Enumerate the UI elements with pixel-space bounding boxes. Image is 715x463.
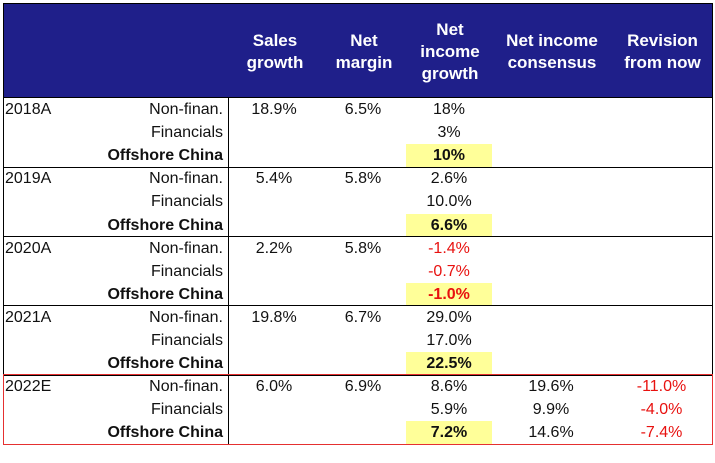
header-revision-from-now: Revision from now [624, 30, 701, 72]
net-income-growth-cell: -0.7% [428, 262, 470, 280]
group-divider [3, 166, 713, 168]
table-row: 2020A Non-finan. 2.2% 5.8% -1.4% [3, 237, 713, 260]
net-margin-cell: 6.9% [344, 378, 382, 396]
net-margin-cell: 6.7% [344, 308, 382, 326]
net-income-growth-cell: 29.0% [426, 308, 472, 326]
group-divider [3, 236, 713, 238]
segment-label: Financials [150, 262, 223, 280]
revision-cell: -4.0% [640, 401, 683, 419]
sales-growth-cell: 19.8% [251, 308, 297, 326]
sales-growth-cell: 6.0% [255, 378, 293, 396]
net-income-growth-cell: 22.5% [406, 352, 492, 376]
net-income-growth-cell: 2.6% [430, 170, 468, 188]
table-row: Financials 3% [3, 121, 713, 144]
net-income-growth-cell: 7.2% [406, 421, 492, 445]
net-margin-cell: 5.8% [344, 170, 382, 188]
net-income-growth-cell: 8.6% [430, 378, 468, 396]
net-income-growth-cell: 17.0% [426, 332, 472, 349]
table-row: 2019A Non-finan. 5.4% 5.8% 2.6% [3, 167, 713, 190]
year-label: 2022E [5, 378, 52, 396]
segment-label: Non-finan. [149, 170, 223, 188]
segment-label: Non-finan. [149, 101, 223, 118]
segment-label: Financials [150, 401, 223, 419]
segment-label: Financials [150, 124, 223, 142]
consensus-cell: 9.9% [532, 401, 570, 419]
year-label: 2018A [5, 101, 52, 118]
segment-label: Financials [150, 193, 223, 211]
segment-label: Offshore China [107, 285, 223, 303]
sales-growth-cell: 18.9% [251, 101, 297, 118]
consensus-cell: 19.6% [528, 378, 574, 396]
table-row: Offshore China -1.0% [3, 282, 713, 306]
segment-label: Offshore China [107, 424, 223, 442]
segment-label: Offshore China [107, 147, 223, 165]
net-income-growth-cell: 3% [437, 124, 461, 142]
net-income-growth-cell: -1.4% [428, 239, 470, 257]
net-margin-cell: 5.8% [344, 239, 382, 257]
grid-vline [228, 98, 229, 445]
header-sales-growth: Sales growth [246, 30, 304, 72]
year-label: 2020A [5, 239, 52, 257]
year-label: 2019A [5, 170, 52, 188]
segment-label: Non-finan. [149, 308, 223, 326]
segment-label: Offshore China [107, 216, 223, 234]
header-net-margin: Net margin [335, 30, 393, 72]
table-row: Financials 17.0% [3, 329, 713, 352]
table-row: 2018A Non-finan. 18.9% 6.5% 18% [3, 98, 713, 121]
grid-vline [3, 98, 4, 445]
table-row: Financials -0.7% [3, 260, 713, 283]
table-row: 2021A Non-finan. 19.8% 6.7% 29.0% [3, 306, 713, 329]
earnings-table: Sales growth Net margin Net income growt… [3, 3, 713, 461]
net-margin-cell: 6.5% [344, 101, 382, 118]
table-row: Offshore China 7.2% 14.6% -7.4% [3, 421, 713, 445]
table-row: 2022E Non-finan. 6.0% 6.9% 8.6% 19.6% -11.0% [3, 375, 713, 398]
segment-label: Non-finan. [149, 239, 223, 257]
forecast-highlight-frame [3, 374, 713, 446]
header-net-income-growth: Net income growth [420, 19, 480, 83]
net-income-growth-cell: 5.9% [430, 401, 468, 419]
table-header: Sales growth Net margin Net income growt… [3, 3, 713, 98]
net-income-growth-cell: 6.6% [406, 213, 492, 237]
revision-cell: -11.0% [636, 378, 687, 396]
segment-label: Offshore China [107, 355, 223, 373]
table-row: Financials 10.0% [3, 190, 713, 213]
net-income-growth-cell: 10% [406, 144, 492, 168]
sales-growth-cell: 5.4% [255, 170, 293, 188]
header-net-income-consensus: Net income consensus [506, 30, 598, 72]
net-income-growth-cell: -1.0% [406, 282, 492, 306]
group-divider [3, 305, 713, 307]
table-row: Financials 5.9% 9.9% -4.0% [3, 398, 713, 421]
segment-label: Financials [150, 332, 223, 349]
grid-vline [712, 98, 713, 445]
table-row: Offshore China 10% [3, 144, 713, 168]
table-row: Offshore China 6.6% [3, 213, 713, 237]
year-label: 2021A [5, 308, 52, 326]
sales-growth-cell: 2.2% [255, 239, 293, 257]
net-income-growth-cell: 18% [432, 101, 466, 118]
consensus-cell: 14.6% [528, 424, 574, 442]
table-row: Offshore China 22.5% [3, 352, 713, 376]
revision-cell: -7.4% [640, 424, 683, 442]
net-income-growth-cell: 10.0% [426, 193, 472, 211]
segment-label: Non-finan. [149, 378, 223, 396]
